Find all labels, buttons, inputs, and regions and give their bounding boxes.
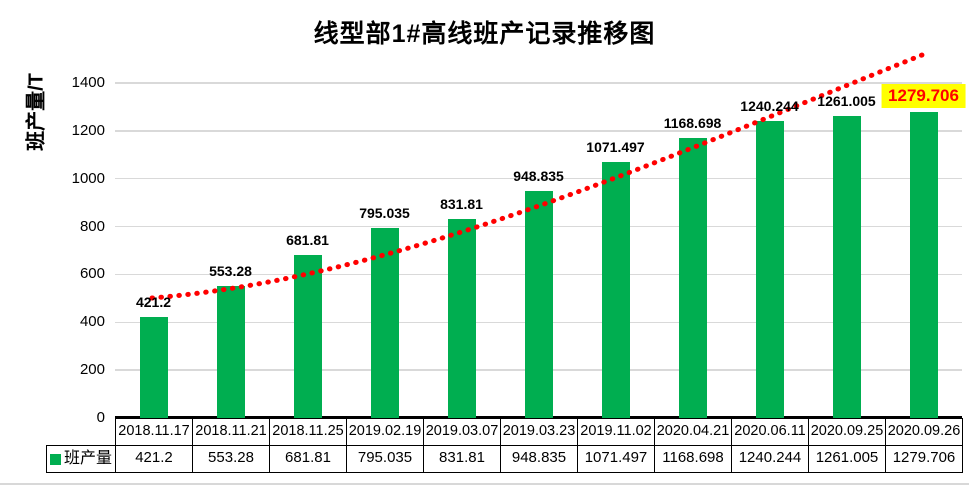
bar bbox=[216, 285, 245, 418]
y-tick-label: 200 bbox=[79, 361, 105, 379]
bottom-divider bbox=[0, 483, 969, 485]
legend-swatch-icon bbox=[49, 453, 61, 465]
value-cell: 553.28 bbox=[192, 445, 270, 473]
y-tick-label: 600 bbox=[79, 265, 105, 283]
y-tick-label: 1200 bbox=[71, 121, 105, 139]
date-cell: 2020.09.26 bbox=[885, 418, 963, 446]
value-cell: 1279.706 bbox=[885, 445, 963, 473]
date-cell: 2018.11.21 bbox=[192, 418, 270, 446]
chart-title: 线型部1#高线班产记录推移图 bbox=[313, 20, 656, 48]
y-tick-label: 1000 bbox=[71, 169, 105, 187]
y-tick-label: 800 bbox=[79, 217, 105, 235]
date-cell: 2020.09.25 bbox=[808, 418, 886, 446]
date-cell: 2019.03.07 bbox=[423, 418, 501, 446]
legend-label: 班产量 bbox=[63, 450, 112, 467]
legend-cell: 班产量 bbox=[46, 445, 116, 473]
bar bbox=[139, 317, 168, 418]
value-cell: 1261.005 bbox=[808, 445, 886, 473]
value-cell: 1071.497 bbox=[577, 445, 655, 473]
date-cell: 2018.11.25 bbox=[269, 418, 347, 446]
y-tick-label: 400 bbox=[79, 313, 105, 331]
value-cell: 948.835 bbox=[500, 445, 578, 473]
value-cell: 421.2 bbox=[115, 445, 193, 473]
date-cell: 2018.11.17 bbox=[115, 418, 193, 446]
y-tick-label: 1400 bbox=[71, 74, 105, 91]
date-cell: 2019.02.19 bbox=[346, 418, 424, 446]
date-cell: 2019.03.23 bbox=[500, 418, 578, 446]
y-tick-label: 0 bbox=[96, 409, 105, 426]
value-cell: 1168.698 bbox=[654, 445, 732, 473]
value-cell: 1240.244 bbox=[731, 445, 809, 473]
value-cell: 831.81 bbox=[423, 445, 501, 473]
value-cell: 681.81 bbox=[269, 445, 347, 473]
date-cell: 2019.11.02 bbox=[577, 418, 655, 446]
date-cell: 2020.04.21 bbox=[654, 418, 732, 446]
value-cell: 795.035 bbox=[346, 445, 424, 473]
date-cell: 2020.06.11 bbox=[731, 418, 809, 446]
